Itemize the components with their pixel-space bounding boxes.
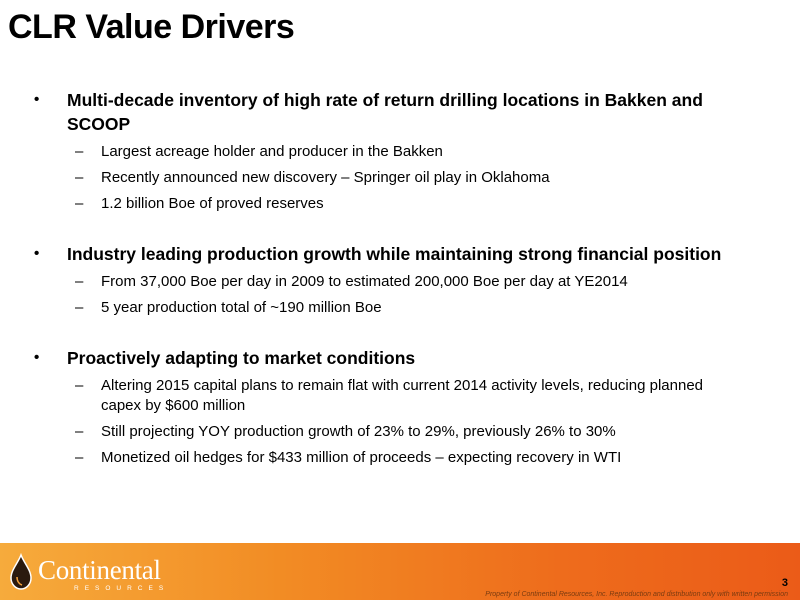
bullet-heading: • Multi-decade inventory of high rate of… [0, 88, 800, 136]
sub-bullet: – 5 year production total of ~190 millio… [0, 298, 800, 318]
sub-bullet-text: From 37,000 Boe per day in 2009 to estim… [101, 273, 628, 290]
oil-drop-icon [10, 553, 32, 590]
section-inventory: • Multi-decade inventory of high rate of… [0, 88, 800, 214]
sub-bullet-text: 1.2 billion Boe of proved reserves [101, 195, 324, 212]
sub-bullet: – Altering 2015 capital plans to remain … [0, 376, 800, 416]
sub-bullet-text: 5 year production total of ~190 million … [101, 299, 382, 316]
disclaimer-text: Property of Continental Resources, Inc. … [485, 591, 788, 598]
footer-bar: Continental RESOURCES 3 Property of Cont… [0, 543, 800, 600]
bullet-list: • Multi-decade inventory of high rate of… [0, 88, 800, 496]
sub-bullet-text: Monetized oil hedges for $433 million of… [101, 449, 622, 466]
bullet-heading-text: Multi-decade inventory of high rate of r… [67, 90, 703, 134]
slide-title: CLR Value Drivers [8, 8, 295, 46]
dash-icon: – [75, 299, 84, 316]
sub-bullet-text: Largest acreage holder and producer in t… [101, 143, 443, 160]
sub-bullet-text: Altering 2015 capital plans to remain fl… [101, 377, 704, 414]
dash-icon: – [75, 169, 84, 186]
sub-bullet: – Still projecting YOY production growth… [0, 422, 800, 442]
dash-icon: – [75, 195, 84, 212]
bullet-icon: • [34, 91, 40, 108]
sub-bullet: – Recently announced new discovery – Spr… [0, 168, 800, 188]
bullet-heading: • Industry leading production growth whi… [0, 242, 800, 266]
sub-bullet-text: Recently announced new discovery – Sprin… [101, 169, 550, 186]
sub-bullet: – From 37,000 Boe per day in 2009 to est… [0, 272, 800, 292]
logo-subtitle: RESOURCES [74, 585, 170, 592]
dash-icon: – [75, 377, 84, 394]
company-logo: Continental RESOURCES [8, 553, 178, 593]
sub-bullet-text: Still projecting YOY production growth o… [101, 423, 616, 440]
section-production-growth: • Industry leading production growth whi… [0, 242, 800, 318]
bullet-heading-text: Industry leading production growth while… [67, 244, 722, 264]
dash-icon: – [75, 273, 84, 290]
bullet-icon: • [34, 245, 40, 262]
dash-icon: – [75, 449, 84, 466]
dash-icon: – [75, 143, 84, 160]
sub-bullet: – 1.2 billion Boe of proved reserves [0, 194, 800, 214]
logo-wordmark: Continental [38, 555, 161, 585]
bullet-heading: • Proactively adapting to market conditi… [0, 346, 800, 370]
sub-bullet: – Largest acreage holder and producer in… [0, 142, 800, 162]
page-number: 3 [781, 577, 788, 589]
bullet-icon: • [34, 349, 40, 366]
bullet-heading-text: Proactively adapting to market condition… [67, 348, 416, 368]
dash-icon: – [75, 423, 84, 440]
sub-bullet: – Monetized oil hedges for $433 million … [0, 448, 800, 468]
section-market-conditions: • Proactively adapting to market conditi… [0, 346, 800, 468]
